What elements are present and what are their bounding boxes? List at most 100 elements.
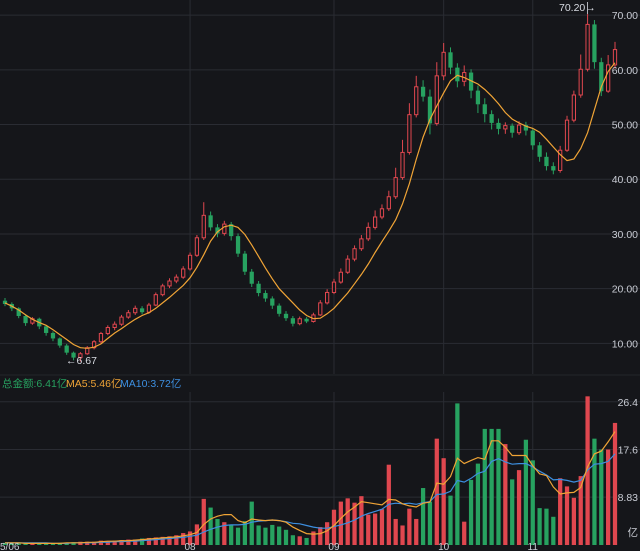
volume-bar [235,527,241,545]
candle-body-up [201,214,206,239]
candle-body-up [119,316,124,325]
volume-bar [496,428,501,545]
candle-body-down [599,62,604,92]
volume-axis: 26.4 17.6 8.83 亿 [618,397,639,539]
volume-bar [146,537,152,545]
legend-ma5: MA5:5.46亿 [66,377,121,390]
candle-body-down [64,345,69,353]
volume-bar [372,513,378,545]
candle-body-down [229,224,234,237]
candle-body-up [345,258,350,273]
candle-body-down [249,271,254,284]
volume-bar [544,508,549,545]
candle-body-down [475,90,481,105]
candle-body-up [187,254,193,270]
volume-bar [160,536,165,545]
candle-body-down [2,300,8,304]
candle-body-down [277,305,282,314]
date-tick-label: 10 [438,542,450,551]
candle-body-up [612,49,618,66]
volume-bar [23,543,28,545]
volume-bar [16,543,21,545]
candle-body-up [105,326,110,335]
candle-body-down [489,114,494,123]
candle-body-down [544,156,549,167]
candle-body-down [448,52,453,68]
volume-bar [420,488,426,545]
candle-body-up [386,196,391,210]
candle-body-up [133,307,138,314]
candle-body-down [592,24,597,63]
volume-bar [215,518,220,545]
price-ma5-line [4,62,616,349]
candle-body-down [208,215,213,228]
candle-body-down [530,130,535,146]
volume-bar [297,536,302,545]
volume-bar [592,438,597,545]
candle-body-down [256,283,261,294]
candle-body-up [112,323,117,328]
volume-ma10-line [5,453,616,545]
candle-body-up [160,285,165,296]
candle-body-down [420,86,426,97]
candle-body-up [516,124,522,134]
volume-bars [2,396,618,545]
date-axis: 5/060809101112 [0,542,539,551]
price-axis: 70.00 60.00 50.00 40.00 30.00 20.00 10.00 [612,10,638,350]
volume-bar [448,495,453,545]
volume-bar [153,537,158,545]
volume-bar [181,533,186,545]
candle-body-down [263,293,268,299]
volume-bar [71,542,76,545]
candle-body-down [43,326,49,333]
candle-body-up [503,125,508,130]
volume-bar [277,526,282,545]
volume-bar [187,531,193,545]
price-tick-label: 40.00 [612,174,638,186]
volume-bar [133,539,138,545]
volume-bar [112,540,117,545]
candle-body-up [181,268,186,278]
candle-body-down [537,145,542,157]
volume-bar [571,497,577,545]
volume-bar [270,524,275,545]
volume-bar [564,486,570,545]
candle-body-up [379,208,385,218]
volume-bar [174,535,179,545]
candle-body-up [174,276,179,282]
volume-bar [366,514,371,545]
volume-bar [530,460,535,545]
candle-body-up [564,119,570,151]
volume-bar [359,496,364,545]
candle-body-up [366,226,371,240]
volume-bar [229,525,234,545]
volume-bar [311,531,316,545]
date-tick-label: 11 [528,542,539,551]
volume-tick-label: 17.6 [618,445,639,457]
volume-bar [393,518,398,545]
candle-body-down [290,318,295,324]
volume-bar [325,522,330,545]
volume-bar [242,521,248,545]
volume-bar [352,502,357,545]
volume-bar [599,449,604,545]
candle-body-down [71,352,76,358]
candle-body-down [23,316,28,324]
volume-bar [434,438,439,545]
candle-body-down [242,253,248,272]
candle-body-down [455,67,460,82]
volume-bar [290,535,295,545]
candle-body-up [359,238,364,250]
volume-bar [400,525,405,545]
candle-body-up [414,86,419,116]
volume-bar [201,498,206,545]
volume-bar [304,537,309,545]
volume-bar [482,428,487,545]
price-tick-label: 10.00 [612,338,638,350]
date-tick-label: 08 [184,542,196,551]
candle-body-up [325,291,330,304]
volume-bar [606,449,611,545]
volume-bar [537,508,542,545]
volume-bar [462,521,467,545]
